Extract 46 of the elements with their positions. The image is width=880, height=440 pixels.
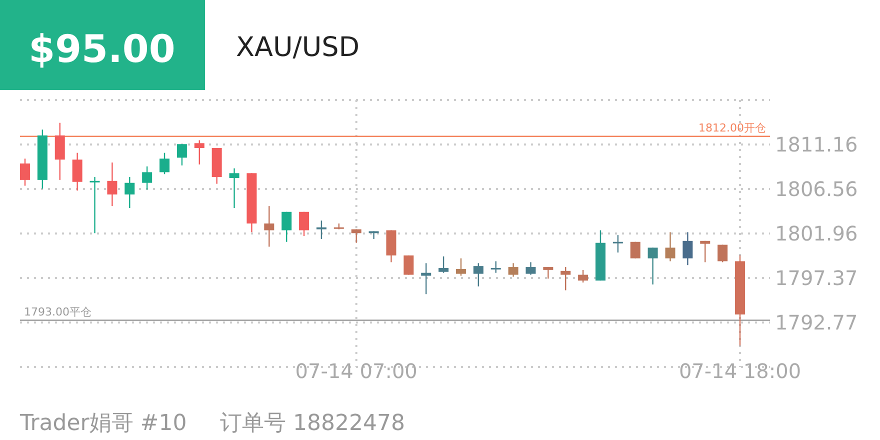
- candlestick: [718, 244, 728, 263]
- candlestick: [351, 228, 362, 244]
- candlestick: [176, 144, 187, 166]
- candlestick: [90, 176, 100, 234]
- candlestick: [578, 269, 588, 284]
- candlestick: [299, 211, 310, 237]
- candlestick: [648, 247, 658, 286]
- candlestick: [368, 230, 379, 240]
- candlestick: [438, 256, 449, 274]
- y-tick-label: 1792.77: [775, 310, 858, 334]
- candlestick: [124, 176, 135, 209]
- candlestick: [142, 166, 152, 190]
- ref-line-label: 1812.00开仓: [698, 121, 766, 134]
- candlestick: [160, 152, 170, 175]
- ref-line-label: 1793.00平仓: [24, 305, 92, 318]
- x-tick-label: 07-14 07:00: [295, 359, 418, 383]
- candlestick: [229, 168, 240, 209]
- candlestick: [612, 234, 623, 254]
- candlestick: [508, 262, 518, 278]
- candlestick: [560, 266, 571, 291]
- y-tick-label: 1806.56: [775, 177, 858, 202]
- candlestick: [194, 140, 204, 166]
- candlestick: [456, 258, 466, 276]
- candlestick: [526, 262, 536, 276]
- candlestick: [404, 254, 414, 276]
- text: $95.00: [28, 27, 176, 71]
- candlestick: [543, 266, 554, 280]
- candlestick: [630, 241, 640, 259]
- candlestick: [682, 232, 693, 266]
- text: 订单号 18822478: [220, 411, 405, 436]
- candlestick: [107, 162, 118, 207]
- candlestick: [490, 260, 501, 274]
- y-tick-label: 1811.16: [775, 132, 858, 157]
- y-tick-label: 1801.96: [775, 222, 858, 246]
- candlestick: [72, 152, 82, 192]
- candlestick: [282, 211, 292, 242]
- text: Trader娟哥 #10: [19, 411, 187, 436]
- x-tick-label: 07-14 18:00: [678, 359, 802, 383]
- candlestick: [264, 205, 274, 248]
- candlestick: [473, 262, 484, 287]
- candlestick: [700, 240, 710, 263]
- candlestick: [316, 220, 326, 240]
- chart-title: XAU/USD: [236, 32, 360, 63]
- candlestick: [20, 158, 30, 186]
- candlestick: [665, 232, 676, 262]
- y-tick-label: 1797.37: [775, 266, 858, 290]
